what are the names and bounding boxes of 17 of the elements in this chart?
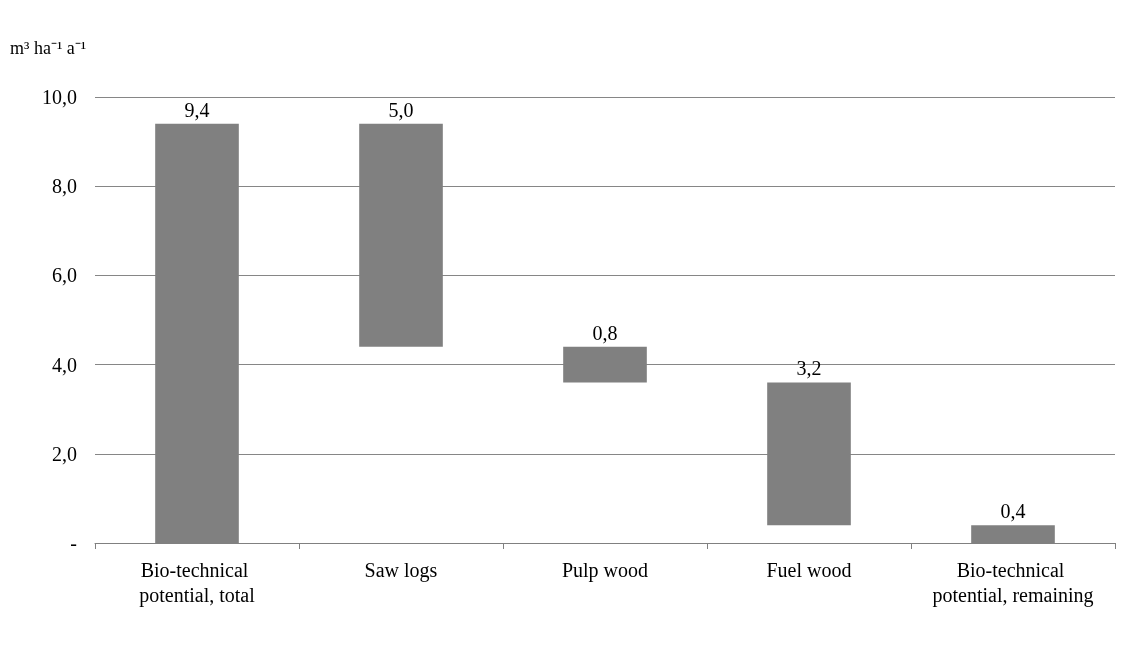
data-label: 9,4 xyxy=(184,98,210,121)
data-label: 3,2 xyxy=(796,357,822,380)
y-tick-label: 2,0 xyxy=(52,442,77,465)
x-tick-label: Fuel wood xyxy=(766,558,852,581)
data-label: 0,8 xyxy=(592,321,618,344)
data-label: 5,0 xyxy=(388,98,414,121)
y-tick-label: 8,0 xyxy=(52,175,77,198)
x-tick-label: Bio-technical potential, total xyxy=(139,558,256,607)
y-tick-label: 4,0 xyxy=(52,353,77,376)
y-tick-label: - xyxy=(70,532,77,554)
data-label: 0,4 xyxy=(1000,500,1026,523)
x-tick-label: Saw logs xyxy=(364,558,438,582)
y-tick-label: 6,0 xyxy=(52,264,77,287)
x-tick-label: Bio-technical potential, remaining xyxy=(932,558,1094,607)
x-tick-label: Pulp wood xyxy=(561,558,649,582)
y-tick-label: 10,0 xyxy=(42,86,77,108)
y-axis-title: m³ ha⁻¹ a⁻¹ xyxy=(10,38,87,58)
